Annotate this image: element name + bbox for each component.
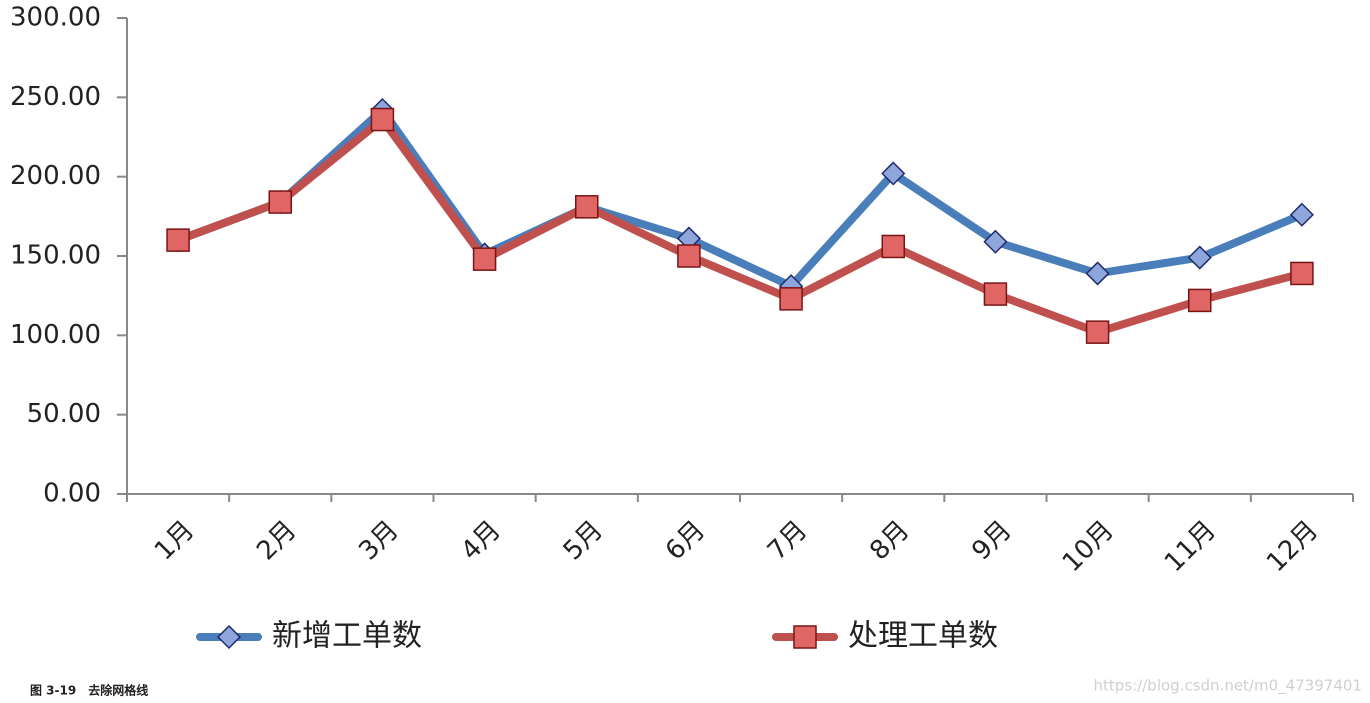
- series-line: [176, 115, 1303, 337]
- legend-marker: [793, 625, 817, 649]
- watermark: https://blog.csdn.net/m0_47397401: [1094, 677, 1362, 696]
- x-tick-label: 11月: [1159, 515, 1222, 578]
- data-point: [881, 161, 906, 186]
- y-tick-label: 0.00: [43, 479, 101, 509]
- data-point: [1085, 261, 1110, 286]
- x-tick-label: 5月: [558, 515, 609, 566]
- data-point: [1290, 261, 1314, 286]
- data-point: [983, 282, 1008, 306]
- x-tick-label: 6月: [660, 515, 711, 566]
- y-tick-label: 250.00: [10, 82, 101, 112]
- x-tick-label: 9月: [966, 515, 1017, 566]
- data-point: [881, 234, 905, 259]
- y-tick-label: 50.00: [27, 399, 101, 429]
- legend-label: 新增工单数: [272, 619, 422, 654]
- data-point: [268, 190, 292, 214]
- x-tick-label: 10月: [1057, 515, 1120, 578]
- data-point: [370, 107, 395, 132]
- x-tick-label: 8月: [864, 515, 915, 566]
- data-point: [472, 247, 497, 271]
- data-point: [779, 287, 803, 311]
- x-tick-label: 4月: [456, 515, 507, 566]
- y-tick-label: 100.00: [10, 320, 101, 350]
- data-point: [1085, 320, 1110, 344]
- series-line: [176, 106, 1304, 291]
- x-tick-label: 7月: [762, 515, 813, 566]
- legend-label: 处理工单数: [848, 619, 998, 654]
- x-tick-label: 1月: [149, 515, 200, 566]
- y-tick-label: 150.00: [10, 241, 101, 271]
- data-point: [575, 195, 599, 219]
- data-point: [166, 228, 190, 252]
- data-point: [677, 244, 701, 268]
- y-tick-label: 300.00: [10, 3, 101, 33]
- data-point: [1188, 288, 1212, 313]
- x-tick-label: 12月: [1261, 515, 1324, 578]
- legend-marker: [216, 624, 242, 650]
- x-tick-label: 2月: [251, 515, 302, 566]
- y-tick-label: 200.00: [10, 161, 101, 191]
- data-point: [1187, 245, 1212, 270]
- x-tick-label: 3月: [353, 515, 404, 566]
- caption: 图 3-19 去除网格线: [30, 683, 148, 698]
- data-point: [983, 229, 1008, 254]
- data-point: [1289, 202, 1314, 227]
